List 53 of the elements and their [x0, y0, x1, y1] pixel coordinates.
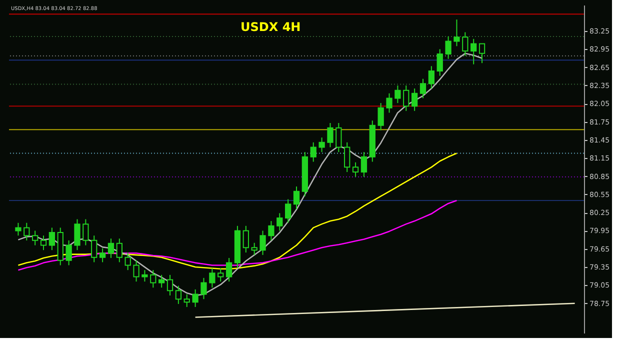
candlestick [436, 48, 443, 76]
candlestick [276, 212, 283, 232]
candlestick [108, 238, 114, 258]
candlestick [158, 274, 165, 288]
candlestick [166, 274, 174, 296]
candlestick [378, 102, 384, 131]
candlestick [411, 88, 418, 112]
candlestick [318, 137, 325, 153]
candlestick [293, 186, 300, 210]
candlestick [124, 252, 131, 271]
candlestick [462, 32, 468, 56]
candlestick [200, 277, 207, 300]
candlestick [192, 288, 198, 308]
candlestick [116, 238, 122, 263]
candlestick [310, 142, 316, 162]
candlestick [175, 285, 182, 304]
candlestick [394, 84, 401, 104]
candlestick [24, 222, 30, 241]
candlestick [218, 268, 224, 282]
candlestick [82, 218, 89, 246]
candlestick [284, 198, 292, 224]
candlestick [15, 222, 22, 236]
candlestick [344, 142, 350, 173]
candlestick [142, 270, 148, 282]
candlestick [428, 66, 434, 90]
candlestick [260, 230, 266, 256]
candlestick [454, 19, 460, 47]
candlestick [133, 260, 140, 282]
candlestick [150, 270, 156, 288]
candlestick [40, 235, 47, 251]
candlestick [445, 36, 452, 60]
candlestick [327, 122, 334, 148]
candlestick [99, 248, 106, 263]
candlestick [91, 235, 98, 263]
candlestick [242, 225, 249, 254]
candlestick [336, 122, 342, 153]
candlestick [386, 92, 392, 114]
candlestick [478, 43, 486, 64]
candlestick [352, 162, 359, 178]
candlestick [470, 38, 477, 65]
candlestick [420, 78, 426, 99]
candlestick [226, 257, 232, 282]
candlestick [268, 220, 274, 241]
candlestick [74, 218, 80, 251]
candlestick [360, 152, 368, 178]
candlestick [209, 268, 216, 288]
text: USDX 4H [240, 20, 301, 34]
candlestick [66, 240, 72, 266]
candlestick [403, 84, 410, 112]
candlestick [48, 227, 56, 251]
candlestick [184, 294, 190, 308]
candlestick [32, 230, 38, 246]
candlestick [251, 242, 258, 256]
